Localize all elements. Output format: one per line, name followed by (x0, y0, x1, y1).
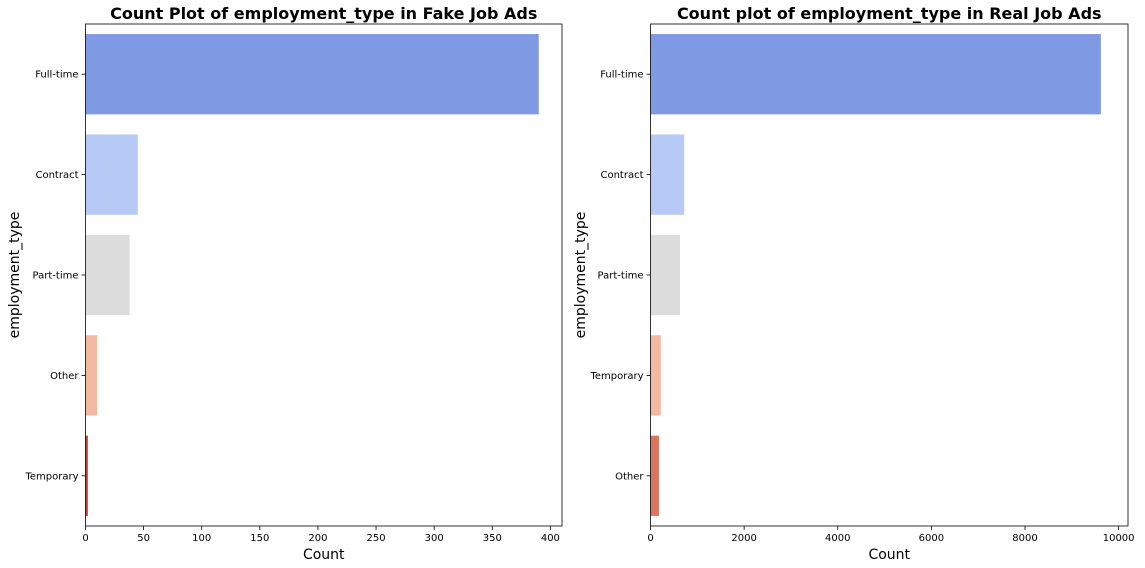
y-tick-label: Temporary (24, 471, 78, 482)
bar-full-time (650, 34, 1101, 115)
bar-part-time (85, 234, 130, 316)
bar-part-time (650, 234, 680, 316)
x-axis-label: Count (868, 547, 910, 563)
chart-panel-2: Full-time Contract Part-time Temporary Other… (573, 4, 1135, 563)
y-tick-label: Contract (35, 170, 78, 181)
x-tick-label: 150 (250, 533, 269, 544)
bar-temporary (650, 335, 661, 416)
x-tick-label: 300 (425, 533, 444, 544)
chart-panel-1: Full-time Contract Part-time Other Temporary… (7, 4, 563, 563)
y-tick-label: Contract (600, 170, 643, 181)
y-tick-label: Part-time (33, 271, 79, 282)
plot-frame (650, 23, 1129, 527)
x-tick-label: 0 (647, 533, 653, 544)
bar-other (650, 435, 659, 516)
x-tick-label: 8000 (1012, 533, 1037, 544)
x-tick-label: 250 (367, 533, 386, 544)
y-tick-label: Temporary (589, 371, 643, 382)
bar-full-time (85, 34, 539, 115)
y-tick-label: Part-time (598, 271, 644, 282)
x-tick-label: 50 (137, 533, 150, 544)
y-tick-label: Full-time (35, 70, 78, 81)
y-tick-label: Other (50, 371, 79, 382)
x-tick-label: 200 (308, 533, 327, 544)
bar-temporary (85, 435, 88, 516)
y-tick-label: Full-time (600, 70, 643, 81)
y-tick-label: Other (615, 471, 644, 482)
chart-title: Count Plot of employment_type in Fake Jo… (110, 4, 537, 23)
x-tick-label: 6000 (919, 533, 944, 544)
bar-contract (85, 134, 138, 215)
x-tick-label: 350 (483, 533, 502, 544)
x-tick-label: 400 (541, 533, 560, 544)
x-tick-label: 4000 (825, 533, 850, 544)
bar-other (85, 335, 98, 416)
x-tick-label: 100 (192, 533, 211, 544)
bar-contract (650, 134, 685, 215)
x-tick-label: 10000 (1103, 533, 1135, 544)
x-tick-label: 2000 (731, 533, 756, 544)
x-axis-label: Count (303, 547, 345, 563)
y-axis-label: employment_type (573, 212, 589, 339)
x-tick-label: 0 (82, 533, 88, 544)
plot-frame (85, 23, 563, 527)
y-axis-label: employment_type (7, 212, 23, 339)
chart-title: Count plot of employment_type in Real Jo… (677, 4, 1102, 23)
